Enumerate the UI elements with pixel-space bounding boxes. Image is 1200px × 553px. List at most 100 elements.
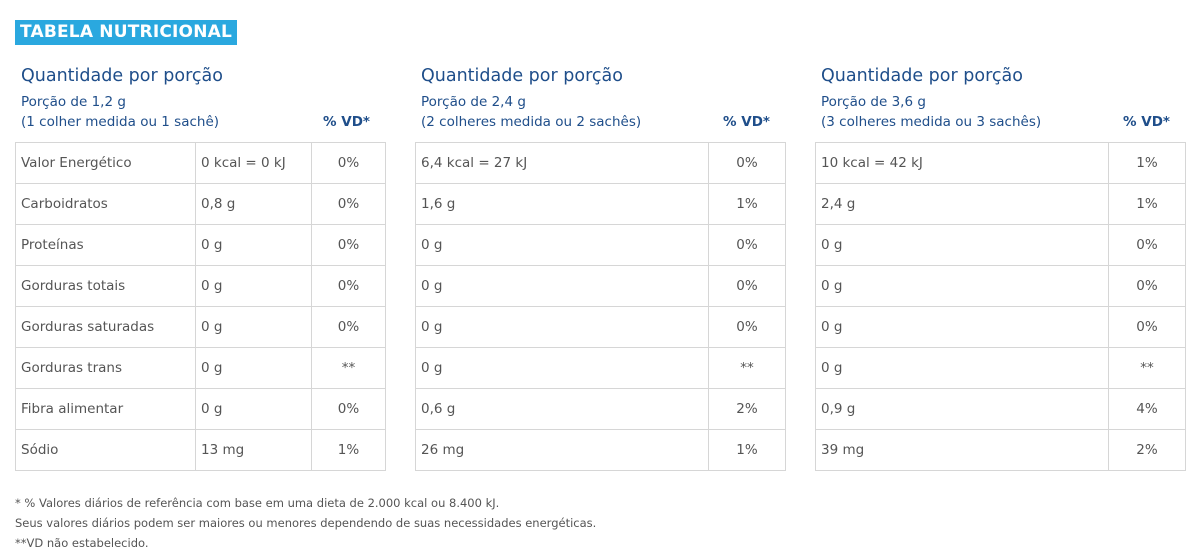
nutrient-vd: 1%	[1108, 183, 1186, 225]
nutrient-amount: 0 g	[415, 306, 709, 348]
nutrient-vd: 0%	[311, 224, 386, 266]
nutrient-amount: 13 mg	[195, 429, 312, 471]
nutrient-amount: 0 g	[815, 224, 1109, 266]
nutrient-amount: 10 kcal = 42 kJ	[815, 142, 1109, 184]
nutrient-vd: 0%	[1108, 224, 1186, 266]
table-row: Gorduras totais 0 g 0%	[15, 265, 386, 307]
table-row: 0 g 0%	[415, 306, 786, 348]
nutrition-panel-1-serving: Quantidade por porção Porção de 1,2 g (1…	[15, 66, 386, 471]
nutrient-amount: 6,4 kcal = 27 kJ	[415, 142, 709, 184]
nutrient-name: Sódio	[15, 429, 196, 471]
nutrient-name: Valor Energético	[15, 142, 196, 184]
nutrient-name: Proteínas	[15, 224, 196, 266]
footnote-vd-reference: * % Valores diários de referência com ba…	[15, 496, 500, 510]
panel-header: Quantidade por porção Porção de 2,4 g (2…	[415, 66, 785, 142]
nutrient-amount: 0,9 g	[815, 388, 1109, 430]
table-row: Proteínas 0 g 0%	[15, 224, 386, 266]
table-row: Sódio 13 mg 1%	[15, 429, 386, 471]
nutrient-vd: 0%	[708, 224, 786, 266]
table-row: 0,9 g 4%	[815, 388, 1186, 430]
table-row: Gorduras trans 0 g **	[15, 347, 386, 389]
nutrient-name: Carboidratos	[15, 183, 196, 225]
table-row: 0 g 0%	[415, 224, 786, 266]
quantity-heading: Quantidade por porção	[821, 66, 1023, 86]
nutrition-table: 6,4 kcal = 27 kJ 0% 1,6 g 1% 0 g 0% 0 g …	[415, 142, 786, 471]
nutrient-vd: **	[1108, 347, 1186, 389]
nutrient-vd: 1%	[1108, 142, 1186, 184]
table-row: 6,4 kcal = 27 kJ 0%	[415, 142, 786, 184]
portion-description: (1 colher medida ou 1 sachê)	[21, 114, 220, 130]
table-row: Gorduras saturadas 0 g 0%	[15, 306, 386, 348]
footnote-vd-not-established: **VD não estabelecido.	[15, 536, 149, 550]
table-row: 0 g **	[415, 347, 786, 389]
table-row: 1,6 g 1%	[415, 183, 786, 225]
nutrient-vd: 1%	[311, 429, 386, 471]
portion-size: Porção de 1,2 g	[21, 94, 126, 110]
nutrient-amount: 0 g	[415, 224, 709, 266]
nutrient-vd: **	[311, 347, 386, 389]
table-row: 39 mg 2%	[815, 429, 1186, 471]
vd-column-header: % VD*	[1123, 114, 1170, 130]
nutrient-vd: 2%	[1108, 429, 1186, 471]
nutrient-amount: 1,6 g	[415, 183, 709, 225]
table-row: 2,4 g 1%	[815, 183, 1186, 225]
nutrient-amount: 2,4 g	[815, 183, 1109, 225]
table-row: 0 g 0%	[415, 265, 786, 307]
nutrition-panel-2-servings: Quantidade por porção Porção de 2,4 g (2…	[415, 66, 786, 471]
table-row: 0,6 g 2%	[415, 388, 786, 430]
nutrient-name: Gorduras trans	[15, 347, 196, 389]
table-row: 10 kcal = 42 kJ 1%	[815, 142, 1186, 184]
quantity-heading: Quantidade por porção	[421, 66, 623, 86]
nutrient-amount: 0 g	[195, 388, 312, 430]
nutrient-amount: 0 g	[195, 265, 312, 307]
portion-description: (2 colheres medida ou 2 sachês)	[421, 114, 642, 130]
nutrient-vd: 0%	[311, 265, 386, 307]
nutrient-name: Gorduras saturadas	[15, 306, 196, 348]
nutrient-amount: 0 kcal = 0 kJ	[195, 142, 312, 184]
footnotes: * % Valores diários de referência com ba…	[15, 493, 596, 553]
nutrient-amount: 0 g	[815, 347, 1109, 389]
nutrient-vd: 0%	[1108, 265, 1186, 307]
portion-size: Porção de 2,4 g	[421, 94, 526, 110]
nutrient-amount: 0 g	[195, 306, 312, 348]
table-row: Valor Energético 0 kcal = 0 kJ 0%	[15, 142, 386, 184]
table-row: 26 mg 1%	[415, 429, 786, 471]
nutrient-amount: 0 g	[815, 306, 1109, 348]
nutrient-vd: 1%	[708, 183, 786, 225]
nutrient-amount: 0 g	[195, 347, 312, 389]
table-row: Fibra alimentar 0 g 0%	[15, 388, 386, 430]
nutrient-vd: 2%	[708, 388, 786, 430]
nutrient-vd: 0%	[311, 388, 386, 430]
table-row: 0 g **	[815, 347, 1186, 389]
portion-description: (3 colheres medida ou 3 sachês)	[821, 114, 1042, 130]
portion-size: Porção de 3,6 g	[821, 94, 926, 110]
nutrient-amount: 0,8 g	[195, 183, 312, 225]
nutrient-vd: 0%	[311, 142, 386, 184]
nutrient-amount: 26 mg	[415, 429, 709, 471]
page-title: TABELA NUTRICIONAL	[15, 20, 238, 45]
table-row: 0 g 0%	[815, 265, 1186, 307]
panel-header: Quantidade por porção Porção de 1,2 g (1…	[15, 66, 385, 142]
table-row: 0 g 0%	[815, 306, 1186, 348]
footnote-energy-needs: Seus valores diários podem ser maiores o…	[15, 516, 597, 530]
nutrient-amount: 0 g	[415, 265, 709, 307]
nutrient-amount: 0 g	[415, 347, 709, 389]
nutrient-vd: 0%	[311, 183, 386, 225]
table-row: 0 g 0%	[815, 224, 1186, 266]
nutrition-table: 10 kcal = 42 kJ 1% 2,4 g 1% 0 g 0% 0 g 0…	[815, 142, 1186, 471]
nutrient-amount: 0 g	[815, 265, 1109, 307]
nutrient-vd: 0%	[708, 142, 786, 184]
nutrient-vd: 0%	[708, 265, 786, 307]
nutrient-vd: 0%	[311, 306, 386, 348]
panel-header: Quantidade por porção Porção de 3,6 g (3…	[815, 66, 1185, 142]
nutrient-name: Fibra alimentar	[15, 388, 196, 430]
table-row: Carboidratos 0,8 g 0%	[15, 183, 386, 225]
vd-column-header: % VD*	[323, 114, 370, 130]
nutrient-vd: 0%	[708, 306, 786, 348]
nutrient-vd: 1%	[708, 429, 786, 471]
nutrient-vd: 0%	[1108, 306, 1186, 348]
quantity-heading: Quantidade por porção	[21, 66, 223, 86]
nutrient-vd: **	[708, 347, 786, 389]
nutrition-panel-3-servings: Quantidade por porção Porção de 3,6 g (3…	[815, 66, 1186, 471]
nutrition-table: Valor Energético 0 kcal = 0 kJ 0% Carboi…	[15, 142, 386, 471]
